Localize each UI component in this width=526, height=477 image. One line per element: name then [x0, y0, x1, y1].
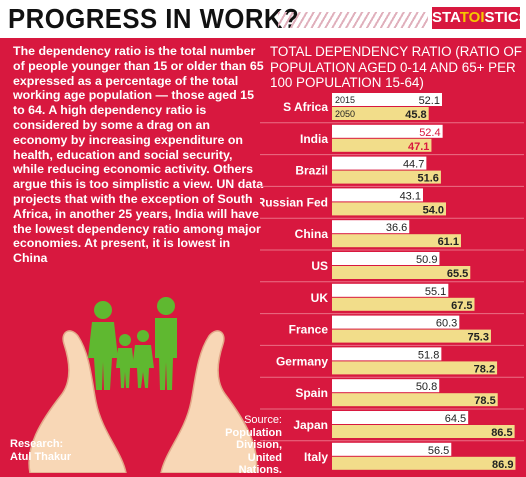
source-text: Population Division, United Nations.: [225, 426, 282, 477]
value-label-2050-brazil: 51.6: [418, 173, 439, 185]
value-label-2015-s-africa: 52.1: [419, 95, 440, 107]
bar-2015-india: [332, 124, 443, 138]
bar-2015-brazil: [332, 156, 427, 170]
bar-2015-italy: [332, 442, 452, 456]
value-label-2050-italy: 86.9: [492, 459, 513, 471]
brand-logo: STATOISTICS: [432, 7, 526, 29]
bar-2050-brazil: [332, 170, 441, 184]
page-title: PROGRESS IN WORK?: [8, 3, 300, 34]
source-label: Source:: [244, 414, 282, 426]
header-bar: PROGRESS IN WORK? STATOISTICS: [0, 0, 526, 38]
value-label-2015-russian-fed: 43.1: [400, 190, 421, 202]
bar-2050-india: [332, 138, 432, 152]
value-label-2015-india: 52.4: [419, 127, 440, 139]
category-label-china: China: [295, 227, 329, 241]
value-label-2050-us: 65.5: [447, 268, 468, 280]
value-label-2015-germany: 51.8: [418, 349, 439, 361]
bar-2015-china: [332, 220, 410, 234]
chart-title: TOTAL DEPENDENCY RATIO (RATIO OF POPULAT…: [270, 44, 522, 90]
dependency-ratio-chart: S Africa 52.1 45.8 2015 2050 India 52.4 47.1 Bra…: [260, 93, 524, 471]
brand-part-2: TOI: [459, 9, 485, 26]
value-label-2015-brazil: 44.7: [403, 159, 424, 171]
bar-2050-germany: [332, 361, 498, 375]
value-label-2015-china: 36.6: [386, 222, 407, 234]
explanatory-text: The dependency ratio is the total number…: [13, 44, 264, 266]
value-label-2050-china: 61.1: [438, 236, 459, 248]
value-label-2050-france: 75.3: [468, 332, 489, 344]
value-label-2015-france: 60.3: [436, 318, 457, 330]
value-label-2015-spain: 50.8: [416, 381, 437, 393]
category-label-us: US: [311, 259, 328, 273]
legend-2050: 2050: [335, 109, 355, 119]
value-label-2050-india: 47.1: [408, 141, 429, 153]
legend-2015: 2015: [335, 95, 355, 105]
source-credit: Source: Population Division, United Nati…: [220, 414, 282, 477]
value-label-2050-uk: 67.5: [451, 300, 472, 312]
bar-2050-japan: [332, 425, 515, 438]
category-label-brazil: Brazil: [295, 164, 328, 178]
value-label-2050-spain: 78.5: [474, 395, 495, 407]
bar-2015-russian-fed: [332, 188, 423, 202]
category-label-uk: UK: [311, 291, 329, 305]
research-label: Research:: [10, 438, 64, 450]
research-name: Atul Thakur: [10, 451, 72, 463]
category-label-germany: Germany: [276, 354, 328, 368]
bar-2015-spain: [332, 379, 440, 393]
brand-part-1: STA: [432, 9, 460, 26]
category-label-spain: Spain: [295, 386, 328, 400]
bar-2015-japan: [332, 411, 469, 424]
bar-2050-uk: [332, 297, 475, 311]
value-label-2050-germany: 78.2: [474, 363, 495, 375]
bar-2015-germany: [332, 347, 442, 361]
family-icon: [88, 297, 177, 390]
bar-2050-china: [332, 234, 461, 248]
bar-2050-russian-fed: [332, 202, 446, 216]
category-label-japan: Japan: [293, 418, 328, 432]
category-label-s-africa: S Africa: [283, 100, 328, 114]
value-label-2015-japan: 64.5: [445, 413, 466, 425]
value-label-2015-us: 50.9: [416, 254, 437, 266]
bar-2015-s-africa: [332, 93, 442, 106]
hands-family-illustration: [28, 297, 258, 473]
decorative-stripes: [278, 12, 428, 28]
bar-2050-france: [332, 329, 491, 343]
category-label-france: France: [289, 323, 329, 337]
bar-2050-us: [332, 266, 471, 279]
value-label-2050-s-africa: 45.8: [405, 109, 426, 121]
value-label-2015-italy: 56.5: [428, 445, 449, 457]
right-hand-icon: [160, 330, 258, 473]
bar-2015-uk: [332, 283, 449, 297]
category-label-italy: Italy: [304, 450, 328, 464]
value-label-2050-japan: 86.5: [491, 427, 512, 439]
bar-2050-s-africa: [332, 107, 429, 120]
brand-part-3: STICS: [484, 9, 526, 26]
bar-2015-us: [332, 252, 440, 265]
category-label-russian-fed: Russian Fed: [260, 195, 328, 209]
category-label-india: India: [300, 132, 328, 146]
value-label-2015-uk: 55.1: [425, 286, 446, 298]
value-label-2050-russian-fed: 54.0: [423, 204, 444, 216]
bar-2015-france: [332, 315, 460, 329]
bar-2050-italy: [332, 456, 516, 470]
left-hand-icon: [28, 330, 127, 473]
bar-2050-spain: [332, 393, 498, 407]
research-credit: Research: Atul Thakur: [10, 438, 71, 464]
